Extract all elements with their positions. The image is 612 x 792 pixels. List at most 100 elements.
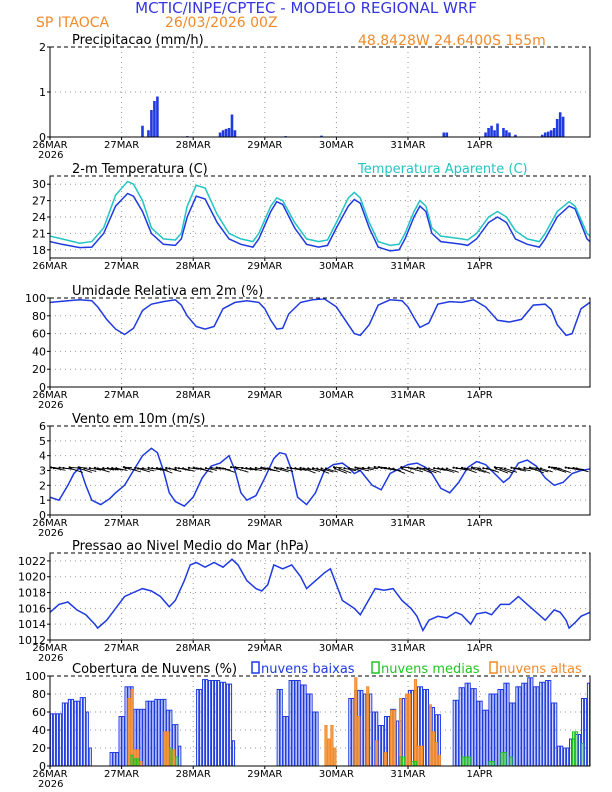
wind-arrow-head: [423, 467, 426, 470]
cloud-bar-0: [369, 693, 373, 766]
wind-arrow-head: [477, 467, 480, 470]
cloud-bar-0: [458, 687, 462, 766]
y-tick-label: 0: [39, 509, 46, 522]
wind-arrow-head: [427, 467, 431, 470]
panel-title: Umidade Relativa em 2m (%): [72, 284, 263, 299]
wind-arrow-head: [280, 467, 283, 470]
x-tick-label: 28MAR: [176, 643, 211, 654]
cloud-bar-0: [303, 684, 307, 766]
precip-bar: [549, 130, 553, 137]
cloud-bar-0: [539, 681, 543, 766]
cloud-bar-1: [574, 731, 579, 766]
wind-arrow-head: [286, 466, 289, 469]
y-tick-label: 0: [39, 131, 46, 144]
cloud-bar-0: [488, 693, 492, 766]
x-tick-label: 28MAR: [176, 261, 211, 272]
cloud-bar-1: [136, 758, 140, 766]
series-group: [141, 96, 565, 137]
legend-swatch: [371, 661, 380, 674]
wind-arrow: [494, 466, 504, 469]
wind-arrow: [410, 468, 424, 473]
wind-arrow-head: [535, 467, 538, 470]
year-label: 2026: [38, 150, 63, 161]
wind-arrow: [255, 467, 267, 471]
legend-apparent: Temperatura Aparente (C): [357, 162, 528, 177]
year-label: 2026: [38, 528, 63, 539]
cloud-bar-0: [225, 683, 230, 766]
wind-arrow-head: [307, 467, 310, 470]
wind-arrow-head: [354, 466, 357, 469]
x-tick-label: 29MAR: [247, 518, 282, 529]
wind-arrow: [554, 468, 567, 473]
wind-arrow: [357, 467, 370, 472]
wind-arrow: [250, 467, 262, 471]
wind-arrow-head: [187, 466, 191, 469]
wind-arrow-head: [472, 467, 475, 470]
cloud-bar-2: [407, 693, 412, 766]
header-location: SP ITAOCA: [36, 15, 109, 31]
panel-clouds: 0 20 40 60 80 100 26MAR 27MAR 28MAR 29MAR 30MAR 31M…: [25, 661, 591, 790]
x-tick-label: 29MAR: [247, 261, 282, 272]
cloud-bar-0: [231, 740, 236, 766]
x-tick-label: 31MAR: [390, 140, 425, 151]
cloud-legend: nuvens baixas nuvens medias nuvens altas: [251, 661, 582, 677]
x-tick-label: 1APR: [467, 769, 493, 780]
wind-arrow-head: [245, 467, 248, 470]
cloud-bar-0: [300, 684, 304, 766]
cloud-bar-0: [437, 714, 441, 766]
wind-arrow: [84, 467, 97, 472]
wind-arrow-head: [165, 466, 168, 470]
x-tick-label: 30MAR: [319, 261, 354, 272]
y-tick-label: 20: [32, 742, 46, 755]
precip-bar: [487, 128, 490, 137]
wind-arrow: [486, 468, 500, 473]
series-line-0: [50, 192, 590, 252]
cloud-bar-1: [488, 761, 492, 766]
cloud-bar-0: [306, 693, 310, 766]
wind-arrow: [500, 468, 513, 474]
cloud-bar-0: [434, 714, 438, 766]
wind-arrow-head: [470, 466, 474, 469]
cloud-bar-1: [503, 752, 507, 766]
wind-arrow: [518, 467, 531, 472]
wind-arrow: [514, 467, 526, 472]
cloud-bar-0: [542, 681, 546, 766]
wind-arrow: [317, 468, 330, 474]
wind-arrow: [152, 467, 164, 471]
cloud-bar-0: [401, 698, 406, 766]
cloud-bar-2: [437, 754, 441, 766]
cloud-bar-0: [112, 752, 116, 766]
cloud-bar-2: [139, 761, 143, 766]
cloud-bar-2: [172, 749, 176, 766]
wind-arrow: [378, 466, 388, 469]
y-tick-label: 30: [32, 178, 46, 191]
cloud-bar-2: [434, 742, 438, 766]
y-tick-label: 0: [39, 760, 46, 773]
x-tick-label: 28MAR: [176, 140, 211, 151]
cloud-bar-0: [67, 698, 71, 766]
cloud-bar-0: [154, 698, 158, 766]
cloud-bar-0: [216, 680, 221, 766]
precip-bar: [496, 123, 499, 137]
y-tick-label: 100: [25, 292, 46, 305]
cloud-bar-0: [524, 682, 528, 766]
wind-arrow: [178, 467, 191, 472]
series-line-0: [50, 558, 590, 633]
wind-arrow: [137, 468, 151, 473]
cloud-bar-0: [211, 680, 215, 766]
x-tick-label: 30MAR: [319, 140, 354, 151]
wind-arrow-head: [377, 466, 381, 469]
x-tick-label: 1APR: [467, 643, 493, 654]
cloud-bar-0: [64, 702, 69, 766]
wind-arrow: [504, 468, 518, 473]
cloud-bar-2: [357, 716, 361, 766]
wind-arrow-head: [311, 467, 315, 470]
panel-title: Vento em 10m (m/s): [72, 412, 205, 427]
cloud-bar-1: [571, 731, 576, 766]
cloud-bar-0: [160, 698, 164, 766]
wind-arrow-head: [155, 466, 159, 470]
y-tick-label: 20: [32, 363, 46, 376]
wind-arrow-head: [445, 467, 448, 470]
wind-arrow-head: [147, 466, 150, 469]
wind-arrow-head: [416, 466, 419, 469]
